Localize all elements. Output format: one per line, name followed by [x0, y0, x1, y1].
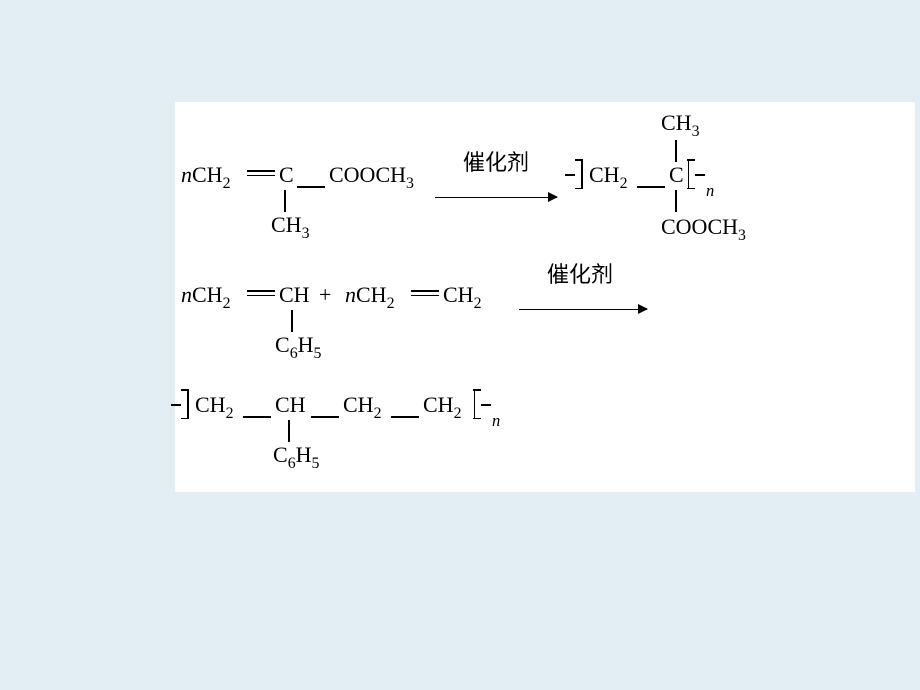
coefficient: n: [181, 162, 192, 187]
reaction2-product-branch: C6H5: [273, 444, 319, 471]
reaction2-product-ch: CH: [275, 394, 306, 416]
reaction2-reactant1: nCH2: [181, 284, 230, 311]
single-bond: [243, 404, 271, 426]
reaction2-product-ch2-3: CH2: [423, 394, 461, 421]
reaction1-product-bracket-r: [687, 159, 695, 189]
reaction2-product-ch2-2: CH2: [343, 394, 381, 421]
reaction2-reactant2-ch2: CH2: [443, 284, 481, 311]
reaction1-product-top-branch: CH3: [661, 112, 699, 139]
single-bond: [391, 404, 419, 426]
reaction2-product-ch2-1: CH2: [195, 394, 233, 421]
vbond: [675, 138, 677, 162]
reaction1-branch: CH3: [271, 214, 309, 241]
vbond: [291, 308, 293, 332]
reaction2-product-bracket-r: [473, 389, 481, 419]
double-bond: [247, 170, 275, 176]
reaction2-reactant1-ch: CH: [279, 284, 310, 306]
double-bond: [411, 290, 439, 296]
single-bond: [311, 404, 339, 426]
single-bond: [297, 174, 325, 196]
reaction2-catalyst: 催化剂: [547, 264, 613, 286]
single-bond: [637, 174, 665, 196]
reaction2-arrow: [519, 292, 647, 314]
reaction2-reactant2: nCH2: [345, 284, 394, 311]
reaction1-product-c: C: [669, 164, 684, 186]
reaction1-catalyst: 催化剂: [463, 152, 529, 174]
reaction1-reactant: nCH2: [181, 164, 230, 191]
plus-sign: +: [319, 284, 331, 306]
vbond: [288, 418, 290, 442]
content-panel: nCH2 C COOCH3 CH3 催化剂 CH2 C n CH3: [175, 102, 915, 492]
reaction1-center-c: C: [279, 164, 294, 186]
double-bond: [247, 290, 275, 296]
reaction2-branch-c6h5: C6H5: [275, 334, 321, 361]
vbond: [284, 188, 286, 212]
reaction1-product-bottom-branch: COOCH3: [661, 216, 746, 243]
reaction1-product-ch2: CH2: [589, 164, 627, 191]
reaction2-product-bracket-l: [181, 389, 189, 419]
reaction1-product-n: n: [706, 178, 714, 200]
reaction1-cooch3: COOCH3: [329, 164, 414, 191]
reaction1-arrow: [435, 180, 557, 202]
reaction1-product-bracket-l: [575, 159, 583, 189]
vbond: [675, 188, 677, 212]
reaction2-product-n: n: [492, 408, 500, 430]
